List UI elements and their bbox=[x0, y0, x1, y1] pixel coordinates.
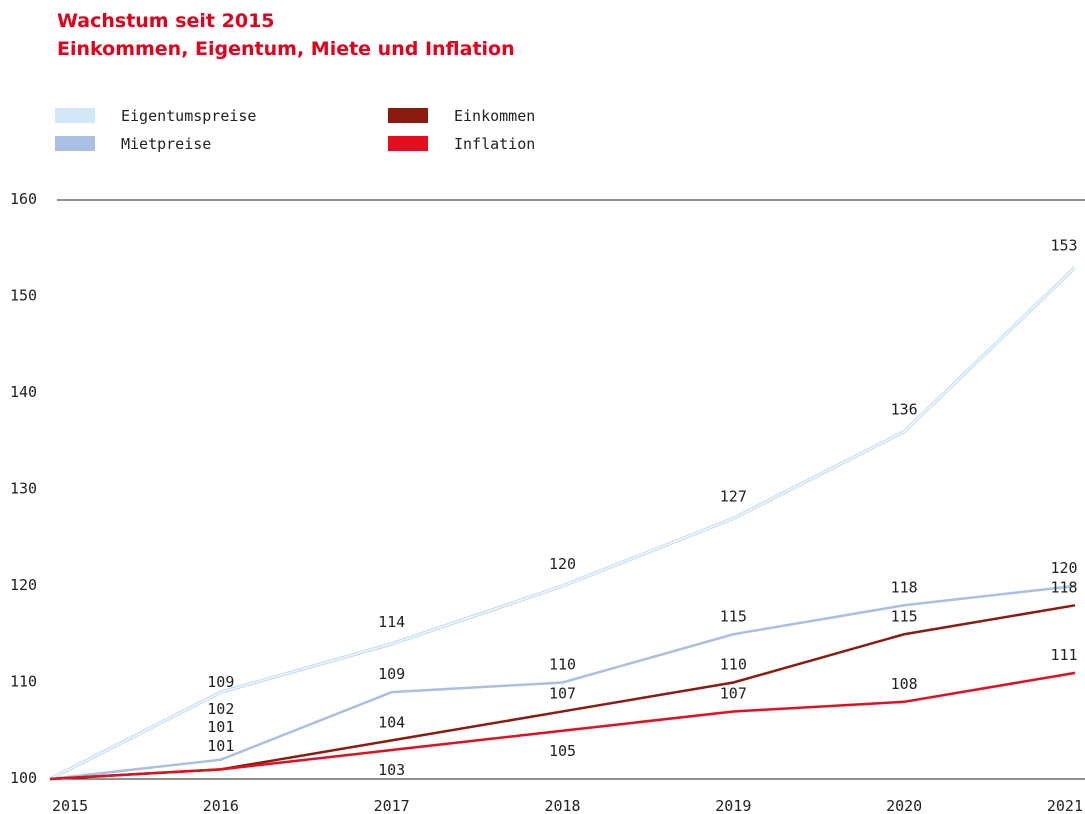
data-label: 115 bbox=[720, 607, 747, 625]
data-label: 101 bbox=[207, 718, 234, 736]
data-label: 102 bbox=[207, 700, 234, 718]
y-tick-label: 100 bbox=[10, 769, 37, 787]
data-label: 109 bbox=[207, 673, 234, 691]
data-label: 127 bbox=[720, 487, 747, 505]
legend-swatch bbox=[55, 108, 95, 123]
y-tick-label: 110 bbox=[10, 673, 37, 691]
legend-label: Eigentumspreise bbox=[121, 107, 256, 125]
data-label: 101 bbox=[207, 737, 234, 755]
data-label: 104 bbox=[378, 713, 405, 731]
x-tick-label: 2015 bbox=[52, 797, 88, 814]
series-line bbox=[49, 584, 1076, 781]
data-label: 108 bbox=[891, 675, 918, 693]
chart-subtitle: Einkommen, Eigentum, Miete und Inflation bbox=[57, 38, 515, 60]
y-tick-label: 130 bbox=[10, 480, 37, 498]
x-tick-label: 2020 bbox=[886, 797, 922, 814]
data-label: 114 bbox=[378, 613, 405, 631]
data-label: 107 bbox=[549, 684, 576, 702]
series-line bbox=[49, 671, 1076, 781]
data-label: 120 bbox=[1050, 559, 1077, 577]
data-label: 109 bbox=[378, 665, 405, 683]
data-label: 110 bbox=[720, 656, 747, 674]
x-tick-label: 2016 bbox=[203, 797, 239, 814]
y-tick-label: 120 bbox=[10, 576, 37, 594]
data-label: 118 bbox=[1050, 578, 1077, 596]
y-tick-label: 160 bbox=[10, 190, 37, 208]
data-label: 115 bbox=[891, 607, 918, 625]
legend-swatch bbox=[55, 136, 95, 151]
data-label: 136 bbox=[891, 401, 918, 419]
x-tick-label: 2019 bbox=[715, 797, 751, 814]
legend-swatch bbox=[388, 136, 428, 151]
data-label: 118 bbox=[891, 578, 918, 596]
chart-title: Wachstum seit 2015 bbox=[57, 10, 275, 32]
legend-label: Mietpreise bbox=[121, 135, 211, 153]
data-label: 105 bbox=[549, 742, 576, 760]
x-tick-label: 2018 bbox=[544, 797, 580, 814]
data-label: 153 bbox=[1050, 237, 1077, 255]
legend-label: Einkommen bbox=[454, 107, 535, 125]
data-label: 120 bbox=[549, 555, 576, 573]
data-label: 103 bbox=[378, 761, 405, 779]
legend-label: Inflation bbox=[454, 135, 535, 153]
x-tick-label: 2017 bbox=[374, 797, 410, 814]
y-tick-label: 140 bbox=[10, 383, 37, 401]
data-label: 107 bbox=[720, 684, 747, 702]
y-tick-label: 150 bbox=[10, 287, 37, 305]
data-label: 111 bbox=[1050, 646, 1077, 664]
x-tick-label: 2021 bbox=[1047, 797, 1083, 814]
legend-swatch bbox=[388, 108, 428, 123]
data-label: 110 bbox=[549, 656, 576, 674]
series-line bbox=[49, 267, 1076, 780]
